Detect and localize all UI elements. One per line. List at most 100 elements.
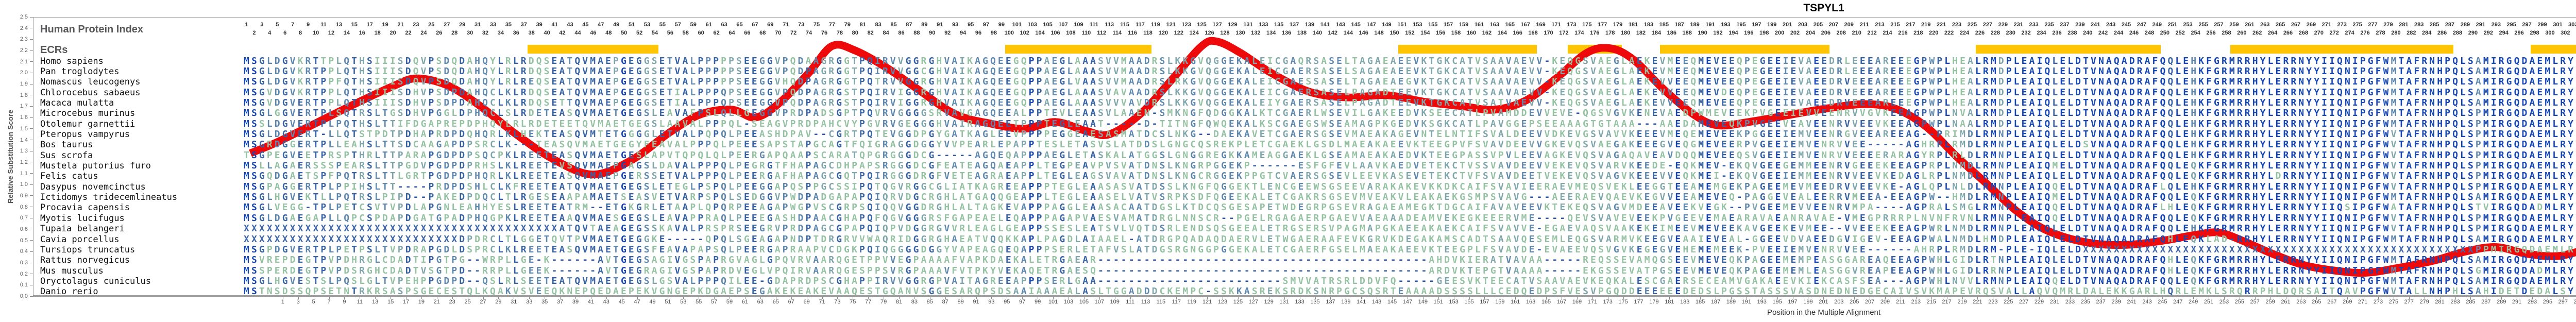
x-tick-label: 183 (1680, 299, 1690, 305)
top-col-number: 239 (2075, 22, 2085, 28)
top-col-number: 146 (1359, 30, 1368, 36)
x-tick-label: 267 (2327, 299, 2337, 305)
top-col-number: 255 (2198, 22, 2208, 28)
top-col-number: 23 (413, 22, 419, 28)
top-col-number: 124 (1189, 30, 1199, 36)
top-col-number: 90 (929, 30, 936, 36)
x-tick-label: 245 (2158, 299, 2167, 305)
top-col-number: 290 (2468, 30, 2478, 36)
x-tick-label: 155 (1464, 299, 1474, 305)
top-col-number: 224 (1959, 30, 1970, 36)
top-col-number: 72 (790, 30, 797, 36)
x-tick-label: 289 (2497, 299, 2506, 305)
top-col-number: 60 (698, 30, 704, 36)
x-tick-label: 165 (1541, 299, 1551, 305)
top-col-number: 248 (2144, 30, 2155, 36)
top-col-number: 46 (590, 30, 597, 36)
x-tick-label: 231 (2049, 299, 2060, 305)
top-col-number: 83 (875, 22, 882, 28)
x-tick-label: 199 (1803, 299, 1813, 305)
x-tick-label: 265 (2312, 299, 2321, 305)
top-col-number: 30 (466, 30, 473, 36)
top-col-number: 263 (2260, 22, 2270, 28)
top-col-number: 271 (2321, 22, 2331, 28)
y-tick-label: 0.3 (20, 260, 28, 266)
top-col-number: 80 (852, 30, 858, 36)
x-tick-label: 221 (1973, 299, 1982, 305)
top-col-number: 227 (1982, 22, 1993, 28)
x-tick-label: 9 (343, 299, 346, 305)
x-tick-label: 65 (772, 299, 779, 305)
species-label: Rattus norvegicus (40, 255, 130, 266)
top-col-number: 202 (1790, 30, 1800, 36)
x-tick-label: 45 (618, 299, 625, 305)
top-col-number: 101 (1012, 22, 1022, 28)
x-tick-label: 189 (1726, 299, 1736, 305)
top-col-number: 294 (2499, 30, 2509, 36)
species-label: Macaca mulatta (40, 97, 114, 108)
top-col-number: 92 (944, 30, 951, 36)
x-tick-label: 103 (1063, 299, 1074, 305)
top-col-number: 213 (1875, 22, 1885, 28)
plot-area-border (33, 17, 2576, 296)
top-col-number: 266 (2283, 30, 2293, 36)
x-tick-label: 149 (1418, 299, 1428, 305)
x-tick-label: 273 (2373, 299, 2383, 305)
top-col-number: 136 (1281, 30, 1292, 36)
top-col-number: 274 (2345, 30, 2354, 36)
header-ecrs: ECRs (40, 44, 68, 56)
top-col-number: 117 (1136, 22, 1145, 28)
x-tick-label: 263 (2296, 299, 2306, 305)
top-col-number: 68 (759, 30, 766, 36)
x-tick-label: 107 (1094, 299, 1104, 305)
top-col-number: 210 (1852, 30, 1861, 36)
top-col-number: 40 (544, 30, 550, 36)
ecr-bar (1398, 45, 1537, 54)
x-tick-label: 229 (2034, 299, 2044, 305)
top-col-number: 105 (1043, 22, 1053, 28)
top-col-number: 96 (975, 30, 982, 36)
x-tick-label: 127 (1248, 299, 1258, 305)
x-tick-label: 125 (1233, 299, 1243, 305)
top-col-number: 77 (828, 22, 836, 28)
top-col-number: 49 (613, 22, 620, 28)
y-tick-label: 1.2 (20, 159, 28, 165)
species-label: Pan troglodytes (40, 66, 120, 77)
species-label: Danio rerio (40, 286, 98, 297)
top-col-number: 162 (1482, 30, 1492, 36)
x-tick-label: 169 (1572, 299, 1582, 305)
species-label: Myotis lucifugus (40, 213, 125, 224)
top-col-number: 67 (752, 22, 758, 28)
x-tick-label: 293 (2527, 299, 2537, 305)
x-tick-label: 97 (1019, 299, 1026, 305)
top-col-number: 87 (906, 22, 912, 28)
y-tick-label: 2.1 (20, 58, 28, 65)
top-col-number: 174 (1574, 30, 1584, 36)
x-tick-label: 105 (1079, 299, 1089, 305)
x-tick-label: 7 (327, 299, 331, 305)
top-col-number: 152 (1405, 30, 1415, 36)
top-col-number: 73 (798, 22, 805, 28)
x-tick-label: 233 (2065, 299, 2075, 305)
x-tick-label: 69 (803, 299, 810, 305)
x-tick-label: 179 (1649, 299, 1659, 305)
top-col-number: 32 (482, 30, 489, 36)
top-col-number: 225 (1967, 22, 1977, 28)
x-tick-label: 279 (2419, 299, 2429, 305)
x-tick-label: 253 (2219, 299, 2229, 305)
top-col-number: 296 (2514, 30, 2524, 36)
y-tick-label: 0.5 (20, 237, 28, 244)
top-col-number: 215 (1890, 22, 1900, 28)
top-col-number: 70 (775, 30, 782, 36)
top-col-number: 42 (559, 30, 566, 36)
top-col-number: 262 (2252, 30, 2262, 36)
top-col-number: 283 (2414, 22, 2424, 28)
y-tick-label: 1.0 (20, 181, 28, 188)
x-tick-label: 283 (2450, 299, 2460, 305)
top-col-number: 2 (252, 30, 256, 36)
